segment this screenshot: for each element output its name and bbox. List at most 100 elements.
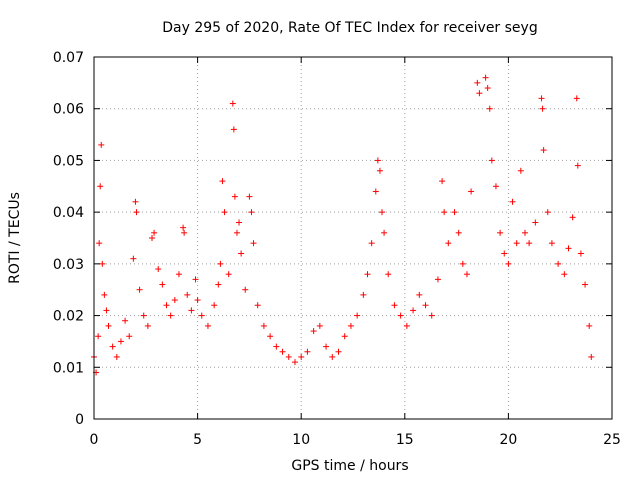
- data-point: [188, 307, 195, 314]
- x-tick-label: 5: [193, 432, 202, 448]
- data-point: [250, 240, 257, 247]
- data-point: [155, 266, 162, 273]
- data-point: [260, 322, 267, 329]
- data-point: [385, 271, 392, 278]
- data-point: [548, 240, 555, 247]
- data-point: [492, 183, 499, 190]
- data-point: [236, 219, 243, 226]
- data-point: [225, 271, 232, 278]
- data-point: [569, 214, 576, 221]
- data-point: [219, 178, 226, 185]
- data-point: [445, 240, 452, 247]
- data-point: [217, 260, 224, 267]
- data-point: [122, 317, 129, 324]
- data-point: [497, 229, 504, 236]
- data-point: [242, 286, 249, 293]
- data-point: [215, 281, 222, 288]
- data-point: [441, 209, 448, 216]
- data-point: [167, 312, 174, 319]
- data-point: [238, 250, 245, 257]
- data-point: [248, 209, 255, 216]
- data-point: [455, 229, 462, 236]
- data-point: [488, 157, 495, 164]
- data-point: [532, 219, 539, 226]
- data-points: [91, 74, 595, 376]
- data-point: [329, 353, 336, 360]
- data-point: [517, 167, 524, 174]
- data-point: [521, 229, 528, 236]
- data-point: [95, 333, 102, 340]
- data-point: [539, 105, 546, 112]
- data-point: [323, 343, 330, 350]
- chart-title: Day 295 of 2020, Rate Of TEC Index for r…: [162, 20, 537, 36]
- data-point: [391, 302, 398, 309]
- data-point: [588, 353, 595, 360]
- data-point: [538, 95, 545, 102]
- data-point: [482, 74, 489, 81]
- y-tick-label: 0.05: [53, 153, 84, 169]
- data-point: [451, 209, 458, 216]
- data-point: [99, 260, 106, 267]
- data-point: [181, 229, 188, 236]
- data-point: [96, 240, 103, 247]
- data-point: [341, 333, 348, 340]
- data-point: [194, 297, 201, 304]
- data-point: [354, 312, 361, 319]
- data-point: [513, 240, 520, 247]
- data-point: [573, 95, 580, 102]
- data-point: [132, 198, 139, 205]
- data-point: [221, 209, 228, 216]
- data-point: [561, 271, 568, 278]
- y-tick-labels: 0 0.01 0.02 0.03 0.04 0.05 0.06 0.07: [53, 50, 84, 428]
- data-point: [374, 157, 381, 164]
- data-point: [273, 343, 280, 350]
- data-point: [184, 291, 191, 298]
- data-point: [291, 359, 298, 366]
- data-point: [98, 141, 105, 148]
- data-point: [175, 271, 182, 278]
- data-point: [113, 353, 120, 360]
- data-point: [501, 250, 508, 257]
- data-point: [347, 322, 354, 329]
- data-point: [397, 312, 404, 319]
- data-point: [509, 198, 516, 205]
- data-point: [434, 276, 441, 283]
- x-tick-label: 25: [603, 432, 621, 448]
- data-point: [159, 281, 166, 288]
- data-point: [335, 348, 342, 355]
- y-axis-label: ROTI / TECUs: [7, 192, 23, 284]
- data-point: [230, 126, 237, 133]
- data-point: [149, 235, 156, 241]
- data-point: [410, 307, 417, 314]
- data-point: [574, 162, 581, 169]
- data-point: [130, 255, 137, 262]
- x-tick-label: 20: [499, 432, 517, 448]
- data-point: [136, 286, 143, 293]
- data-point: [544, 209, 551, 216]
- y-tick-label: 0.01: [53, 360, 84, 376]
- data-point: [267, 333, 274, 340]
- data-point: [192, 276, 199, 283]
- data-point: [229, 100, 236, 107]
- data-point: [285, 353, 292, 360]
- data-point: [526, 240, 533, 247]
- data-point: [151, 229, 158, 236]
- data-point: [468, 188, 475, 195]
- data-point: [463, 271, 470, 278]
- x-tick-label: 15: [396, 432, 414, 448]
- data-point: [577, 250, 584, 257]
- x-tick-label: 10: [292, 432, 310, 448]
- x-tick-labels: 0 5 10 15 20 25: [90, 432, 621, 448]
- data-point: [211, 302, 218, 309]
- data-point: [231, 193, 238, 200]
- data-point: [133, 209, 140, 216]
- x-axis-label: GPS time / hours: [291, 458, 408, 474]
- data-point: [376, 167, 383, 174]
- data-point: [360, 291, 367, 298]
- data-point: [103, 307, 110, 314]
- data-point: [459, 260, 466, 267]
- data-point: [246, 193, 253, 200]
- data-point: [105, 322, 112, 329]
- data-point: [439, 178, 446, 185]
